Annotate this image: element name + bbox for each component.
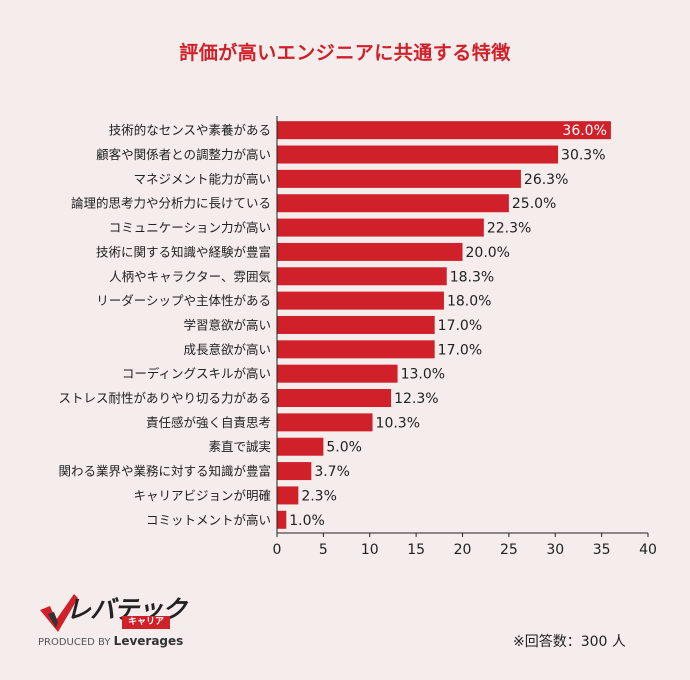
- x-tick-label: 25: [500, 542, 518, 558]
- x-tick-label: 20: [454, 542, 472, 558]
- data-label: 18.0%: [447, 294, 491, 310]
- category-label: 技術に関する知識や経験が豊富: [96, 244, 271, 259]
- data-label: 20.0%: [466, 245, 510, 261]
- bar: [277, 510, 287, 529]
- data-label: 12.3%: [394, 391, 438, 407]
- bar: [277, 462, 312, 481]
- category-label: 人柄やキャラクター、雰囲気: [109, 269, 271, 284]
- data-label: 5.0%: [326, 440, 362, 456]
- category-label: 論理的思考力や分析力に長けている: [71, 196, 271, 211]
- x-tick-label: 30: [546, 542, 564, 558]
- data-label: 2.3%: [301, 488, 337, 504]
- x-tick-label: 5: [319, 542, 328, 558]
- produced-by-label: PRODUCED BY: [38, 637, 111, 648]
- bar: [277, 194, 509, 213]
- category-label: マネジメント能力が高い: [133, 171, 271, 186]
- category-label: 学習意欲が高い: [183, 317, 271, 332]
- company-name: Leverages: [113, 634, 184, 648]
- bar-chart: 技術的なセンスや素養がある 36.0% 顧客や関係者との調整力が高い 30.3% マネジ…: [58, 116, 657, 558]
- bar: [277, 340, 435, 359]
- data-label: 30.3%: [561, 148, 605, 164]
- x-tick-label: 0: [273, 542, 282, 558]
- data-label: 18.3%: [450, 269, 494, 285]
- data-label: 10.3%: [376, 415, 420, 431]
- data-label: 25.0%: [512, 196, 556, 212]
- bar: [277, 169, 521, 188]
- bar: [277, 389, 392, 408]
- category-label: 責任感が強く自責思考: [146, 415, 271, 430]
- x-tick-label: 40: [639, 542, 657, 558]
- data-label: 22.3%: [487, 221, 531, 237]
- category-label: 素直で誠実: [208, 439, 271, 454]
- category-label: リーダーシップや主体性がある: [96, 293, 271, 308]
- logo-produced-by: PRODUCED BY Leverages: [38, 634, 183, 648]
- data-label: 26.3%: [524, 172, 568, 188]
- category-label: 顧客や関係者との調整力が高い: [96, 147, 271, 162]
- logo-sub-text: キャリア: [122, 616, 171, 629]
- bar: [277, 121, 611, 140]
- bar: [277, 413, 373, 432]
- category-label: 技術的なセンスや素養がある: [109, 123, 271, 138]
- levtech-career-logo: レバテック キャリア PRODUCED BY Leverages: [38, 590, 198, 652]
- bar: [277, 145, 559, 164]
- category-label: ストレス耐性がありやり切る力がある: [58, 391, 271, 406]
- category-label: コミットメントが高い: [146, 512, 271, 527]
- category-label: コーディングスキルが高い: [122, 366, 271, 381]
- bar: [277, 218, 484, 237]
- data-label: 17.0%: [438, 342, 482, 358]
- category-label: キャリアビジョンが明確: [133, 488, 271, 503]
- check-mark-icon: [40, 594, 78, 632]
- bar: [277, 364, 398, 383]
- bar: [277, 242, 463, 261]
- data-label: 3.7%: [314, 464, 350, 480]
- category-label: コミュニケーション力が高い: [109, 220, 271, 235]
- x-tick-label: 15: [407, 542, 425, 558]
- data-label: 13.0%: [401, 367, 445, 383]
- category-label: 関わる業界や業務に対する知識が豊富: [58, 464, 271, 479]
- category-label: 成長意欲が高い: [183, 342, 271, 357]
- x-tick-label: 35: [593, 542, 611, 558]
- data-label: 1.0%: [289, 513, 325, 529]
- x-tick-label: 10: [361, 542, 379, 558]
- bar: [277, 486, 299, 505]
- data-label: 17.0%: [438, 318, 482, 334]
- data-label: 36.0%: [562, 123, 606, 139]
- bar: [277, 291, 444, 310]
- chart-title: 評価が高いエンジニアに共通する特徴: [179, 42, 511, 64]
- bar: [277, 315, 435, 334]
- respondent-count-note: ※回答数：300 人: [513, 634, 626, 650]
- bar: [277, 267, 447, 286]
- bar: [277, 437, 324, 456]
